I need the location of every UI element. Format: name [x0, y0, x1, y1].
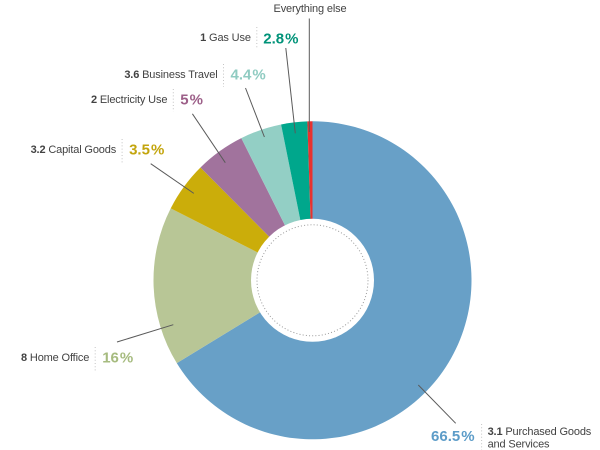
svg-text:8 Home Office: 8 Home Office [21, 352, 89, 364]
svg-text:3.5%: 3.5% [129, 142, 164, 159]
svg-text:4.4%: 4.4% [231, 67, 266, 84]
svg-text:Everything else: Everything else [274, 3, 347, 15]
svg-text:2.8%: 2.8% [263, 31, 298, 48]
svg-text:16%: 16% [102, 350, 133, 367]
svg-text:66.5%: 66.5% [431, 428, 475, 445]
svg-text:2 Electricity Use: 2 Electricity Use [91, 94, 167, 106]
svg-text:5%: 5% [180, 92, 203, 109]
svg-text:3.6 Business Travel: 3.6 Business Travel [124, 69, 217, 81]
svg-text:3.1 Purchased Goods: 3.1 Purchased Goods [488, 426, 592, 438]
svg-text:1 Gas Use: 1 Gas Use [200, 32, 251, 44]
svg-text:3.2 Capital Goods: 3.2 Capital Goods [31, 144, 117, 156]
svg-text:and Services: and Services [488, 439, 550, 450]
